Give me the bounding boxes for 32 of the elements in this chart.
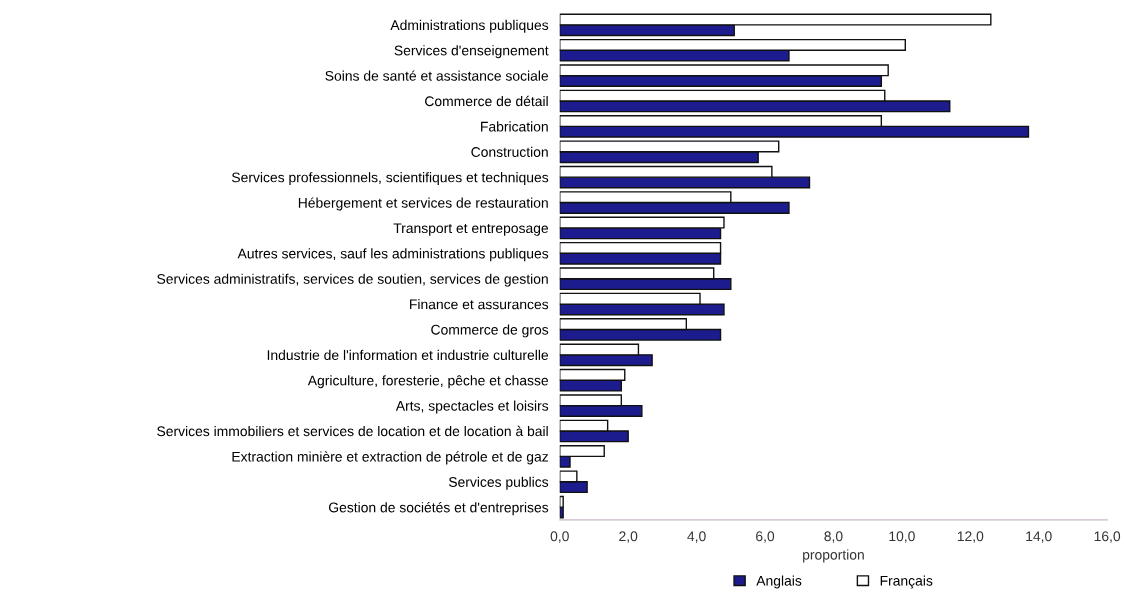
x-tick-label: 0,0 xyxy=(550,531,569,543)
y-tick-label: Finance et assurances xyxy=(410,299,549,310)
legend-label: Anglais xyxy=(756,575,802,589)
x-tick-label: 16,0 xyxy=(1094,531,1121,543)
y-tick-label: Administrations publiques xyxy=(390,19,549,33)
y-tick-label: Agriculture, foresterie, pêche et chasse xyxy=(307,375,549,389)
x-tick-label: 10,0 xyxy=(889,531,915,543)
y-tick-label: Extraction minière et extraction de pétrole et de gaz xyxy=(232,451,548,465)
y-tick-label: Industrie de l'information et industrie culturelle xyxy=(267,349,549,361)
y-tick-label: Services publics xyxy=(448,476,549,490)
y-tick-label: Gestion de sociétés et d'entreprises xyxy=(328,502,549,516)
y-tick-label: Hébergement et services de restauration xyxy=(298,197,548,211)
x-tick-label: 8,0 xyxy=(824,531,843,543)
y-tick-label: Services administratifs, services de soutien, services de gestion xyxy=(157,273,548,287)
y-tick-label: Transport et entreposage xyxy=(393,223,549,236)
x-axis-title: proportion xyxy=(803,549,864,563)
y-tick-label: Construction xyxy=(471,146,548,157)
x-tick-label: 2,0 xyxy=(619,531,638,543)
x-tick-label: 14,0 xyxy=(1026,531,1052,543)
y-tick-label: Commerce de gros xyxy=(431,324,549,338)
y-tick-label: Autres services, sauf les administrations publiques xyxy=(237,248,549,262)
y-tick-label: Arts, spectacles et loisirs xyxy=(395,400,549,414)
y-tick-label: Commerce de détail xyxy=(425,95,548,107)
y-tick-label: Fabrication xyxy=(481,121,548,132)
x-tick-label: 6,0 xyxy=(756,531,775,543)
x-tick-label: 4,0 xyxy=(687,531,706,543)
legend-label: Français xyxy=(880,575,933,589)
y-tick-label: Services immobiliers et services de location et de location à bail xyxy=(157,425,548,437)
y-tick-label: Services professionnels, scientifiques et techniques xyxy=(231,172,549,186)
y-tick-label: Soins de santé et assistance sociale xyxy=(325,70,549,81)
y-tick-label: Services d'enseignement xyxy=(394,45,549,59)
x-tick-label: 12,0 xyxy=(957,531,984,543)
